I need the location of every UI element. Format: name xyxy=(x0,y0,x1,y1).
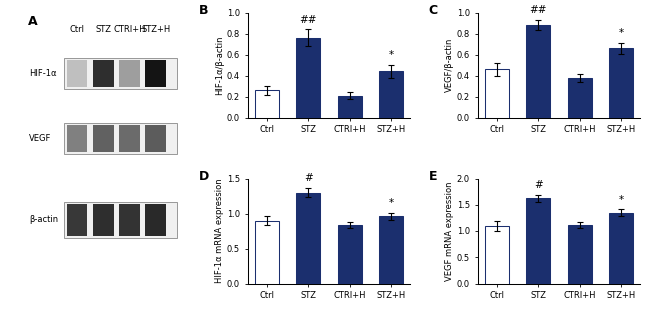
Text: E: E xyxy=(429,170,437,183)
Bar xyxy=(338,95,361,117)
Bar xyxy=(526,25,551,117)
Bar xyxy=(485,69,509,117)
Bar xyxy=(609,213,633,284)
Bar xyxy=(146,125,166,152)
Bar xyxy=(119,204,140,236)
Text: *: * xyxy=(389,50,394,60)
Bar xyxy=(93,204,114,236)
Text: β-actin: β-actin xyxy=(29,215,58,224)
Text: #: # xyxy=(534,180,543,190)
Text: ##: ## xyxy=(530,5,547,15)
Bar xyxy=(379,216,403,284)
Bar xyxy=(567,225,592,284)
Text: C: C xyxy=(429,4,438,17)
Bar xyxy=(64,202,177,238)
Y-axis label: VEGF/β-actin: VEGF/β-actin xyxy=(445,38,454,92)
Y-axis label: VEGF mRNA expression: VEGF mRNA expression xyxy=(445,181,454,281)
Text: HIF-1α: HIF-1α xyxy=(29,69,57,78)
Text: *: * xyxy=(618,195,623,205)
Bar xyxy=(66,60,88,87)
Bar xyxy=(338,225,361,284)
Text: CTRI+H: CTRI+H xyxy=(113,25,146,34)
Bar xyxy=(296,192,320,284)
Text: *: * xyxy=(618,28,623,38)
Bar xyxy=(146,60,166,87)
Text: STZ+H: STZ+H xyxy=(141,25,170,34)
Bar xyxy=(66,204,88,236)
Bar xyxy=(255,220,279,284)
Bar xyxy=(66,125,88,152)
Y-axis label: HIF-1α mRNA expression: HIF-1α mRNA expression xyxy=(215,179,224,283)
Bar xyxy=(146,204,166,236)
Text: *: * xyxy=(389,198,394,208)
Bar xyxy=(119,125,140,152)
Bar xyxy=(379,72,403,117)
Text: D: D xyxy=(199,170,209,183)
Bar xyxy=(93,125,114,152)
Text: VEGF: VEGF xyxy=(29,134,51,143)
Bar xyxy=(64,58,177,89)
Bar xyxy=(526,198,551,284)
Bar xyxy=(567,78,592,117)
Bar xyxy=(485,226,509,284)
Bar xyxy=(119,60,140,87)
Bar xyxy=(93,60,114,87)
Text: A: A xyxy=(27,15,37,28)
Text: #: # xyxy=(304,173,313,183)
Y-axis label: HIF-1α/β-actin: HIF-1α/β-actin xyxy=(215,35,224,95)
Text: Ctrl: Ctrl xyxy=(70,25,84,34)
Bar xyxy=(255,90,279,117)
Text: STZ: STZ xyxy=(96,25,111,34)
Bar xyxy=(64,123,177,154)
Bar xyxy=(296,38,320,117)
Text: ##: ## xyxy=(300,15,317,25)
Text: B: B xyxy=(199,4,209,17)
Bar xyxy=(609,48,633,117)
